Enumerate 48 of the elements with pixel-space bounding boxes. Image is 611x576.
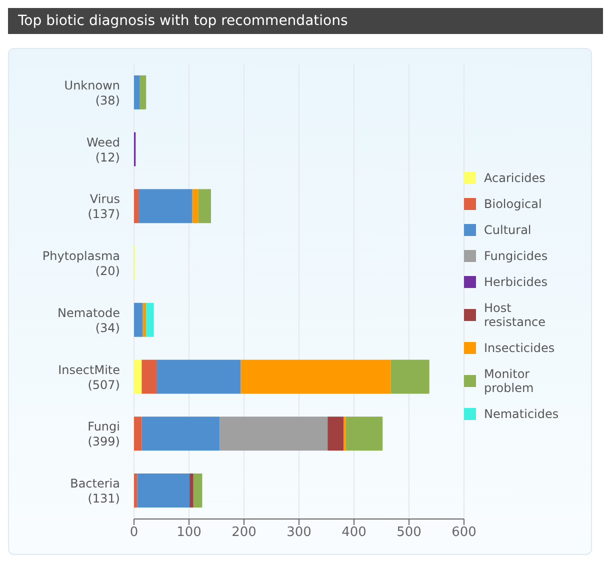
bar <box>134 416 142 451</box>
bar <box>390 360 430 394</box>
x-tick-label: 100 <box>176 525 202 540</box>
bar <box>193 474 202 508</box>
bar <box>134 189 139 224</box>
bar <box>220 416 328 451</box>
bar <box>146 302 154 337</box>
legend-label: Herbicides <box>484 274 548 288</box>
y-tick-label: Phytoplasma (20) <box>42 249 120 278</box>
bar <box>240 360 391 394</box>
bar <box>134 474 138 508</box>
bar <box>138 189 192 224</box>
bar <box>190 474 194 508</box>
legend-label: Acaricides <box>484 170 546 184</box>
bar <box>142 302 146 337</box>
legend-label: Biological <box>484 196 543 210</box>
bar <box>134 302 143 337</box>
y-tick-label: InsectMite (507) <box>58 362 120 392</box>
y-tick-label: Unknown (38) <box>64 78 120 108</box>
y-tick-label: Weed (12) <box>86 135 120 164</box>
x-tick-label: 200 <box>232 525 256 540</box>
bar <box>142 360 157 394</box>
bar <box>137 474 190 508</box>
legend-label: Cultural <box>484 222 532 236</box>
bar <box>142 416 220 451</box>
x-tick-label: 300 <box>286 525 312 540</box>
chart-title: Top biotic diagnosis with top recommendations <box>8 8 603 34</box>
bar <box>198 189 211 224</box>
x-tick-label: 0 <box>130 525 138 540</box>
bar <box>328 416 344 451</box>
legend-label: Insecticides <box>484 340 556 354</box>
bar <box>156 360 241 394</box>
bar <box>134 75 140 110</box>
y-tick-label: Nematode (34) <box>58 306 120 335</box>
bar <box>140 75 146 110</box>
y-tick-label: Bacteria (131) <box>70 476 120 506</box>
bar <box>134 360 142 394</box>
y-tick-label: Fungi (399) <box>88 420 120 449</box>
legend-label: Fungicides <box>484 248 549 262</box>
bar <box>346 416 383 451</box>
x-tick-label: 500 <box>396 525 422 540</box>
x-tick-label: 600 <box>452 525 476 540</box>
y-tick-label: Virus (137) <box>88 192 120 222</box>
legend-label: Nematicides <box>484 406 560 420</box>
x-tick-label: 400 <box>342 525 366 540</box>
bar <box>192 189 198 224</box>
legend-label: Host resistance <box>484 300 547 328</box>
legend-label: Monitor problem <box>484 366 535 394</box>
